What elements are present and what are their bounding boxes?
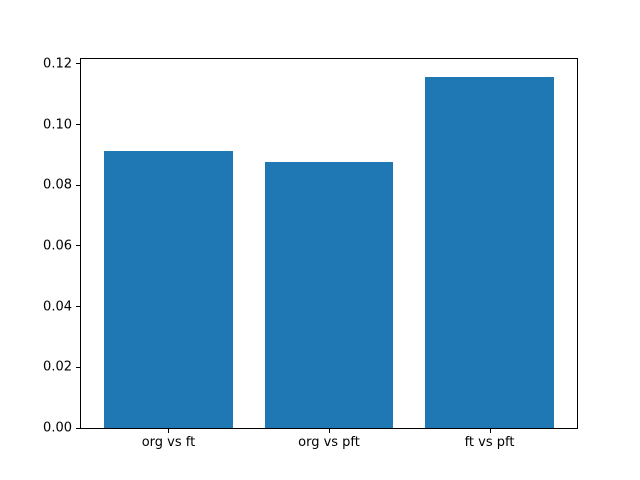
x-tick-label: org vs pft [298, 435, 360, 450]
y-tick [76, 63, 80, 65]
x-tick-label: org vs ft [141, 435, 196, 450]
y-tick [76, 366, 80, 368]
y-tick-label: 0.04 [43, 299, 72, 315]
y-tick-label: 0.06 [43, 238, 72, 254]
bar-org-vs-ft [104, 151, 233, 428]
plot-area: org vs ft org vs pft ft vs pft 0.00 0.02 0.04… [43, 57, 578, 449]
y-tick [76, 124, 80, 126]
bar-ft-vs-pft [425, 76, 554, 428]
x-tick-label: ft vs pft [464, 435, 515, 450]
y-tick [76, 245, 80, 247]
y-tick [76, 427, 80, 429]
y-tick-label: 0.10 [43, 117, 72, 133]
y-tick-label: 0.00 [43, 420, 72, 436]
y-tick [76, 306, 80, 308]
x-tick [168, 429, 170, 433]
y-tick-label: 0.02 [43, 359, 72, 375]
y-tick [76, 184, 80, 186]
y-tick-label: 0.08 [43, 177, 72, 193]
y-tick-label: 0.12 [43, 56, 72, 72]
x-tick [329, 429, 330, 433]
x-tick [489, 429, 491, 433]
bar-org-vs-pft [264, 162, 394, 428]
